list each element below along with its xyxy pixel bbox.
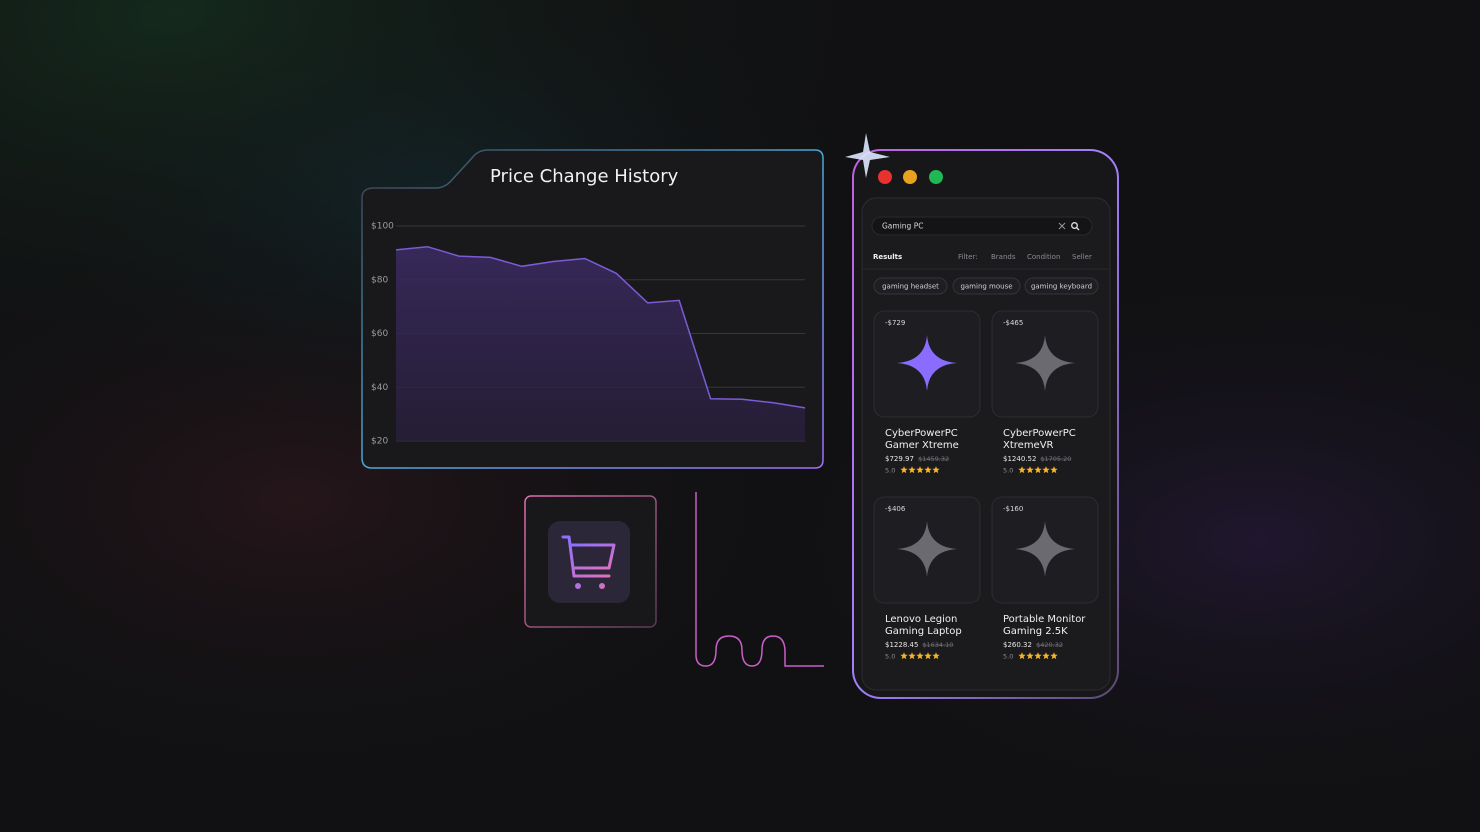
- star-icon: [900, 466, 908, 474]
- star-icon: [1026, 652, 1034, 660]
- tab[interactable]: Filter:: [958, 253, 978, 261]
- product-sparkle: [897, 521, 957, 577]
- chip[interactable]: [952, 277, 1021, 295]
- search-bar[interactable]: [871, 216, 1093, 236]
- star-icon: [1050, 652, 1058, 660]
- chip-label: gaming keyboard: [1031, 283, 1092, 291]
- product-name[interactable]: Gamer Xtreme: [885, 440, 959, 451]
- chip-label: gaming mouse: [960, 283, 1012, 291]
- product-name[interactable]: XtremeVR: [1003, 440, 1054, 451]
- product-sparkle: [897, 335, 957, 391]
- window-minimize[interactable]: [903, 170, 917, 184]
- product-sparkle: [1015, 335, 1075, 391]
- old-price: $1634.10: [922, 641, 953, 649]
- product-name[interactable]: Gaming Laptop: [885, 626, 962, 637]
- discount: -$465: [1003, 319, 1023, 327]
- star-icon: [1042, 466, 1050, 474]
- chip[interactable]: [873, 277, 948, 295]
- star-icon: [916, 652, 924, 660]
- star-icon: [1034, 466, 1042, 474]
- chip-label: gaming headset: [882, 283, 939, 291]
- y-tick-label: $20: [371, 437, 388, 447]
- search-text: Gaming PC: [882, 222, 923, 231]
- discount: -$160: [1003, 505, 1023, 513]
- star-icon: [1042, 652, 1050, 660]
- plot: $20 $40 $60 $80 $100: [371, 222, 806, 447]
- product-name[interactable]: Lenovo Legion: [885, 614, 957, 625]
- window-maximize[interactable]: [929, 170, 943, 184]
- product-name[interactable]: CyberPowerPC: [1003, 428, 1076, 439]
- star-icon: [932, 652, 940, 660]
- star-icon: [908, 466, 916, 474]
- product-name[interactable]: Gaming 2.5K: [1003, 626, 1068, 637]
- search-button[interactable]: [1071, 222, 1080, 231]
- area: [396, 246, 805, 441]
- product-name[interactable]: Portable Monitor: [1003, 614, 1086, 625]
- chip[interactable]: [1024, 277, 1099, 295]
- star-icon: [916, 466, 924, 474]
- star-icon: [1018, 652, 1026, 660]
- price: $1240.52: [1003, 455, 1036, 463]
- price: $260.32: [1003, 641, 1032, 649]
- cart-wheel: [599, 583, 605, 589]
- old-price: $1459.32: [918, 455, 949, 463]
- results: Results Filter: Brands Condition Seller gamin…: [873, 253, 1099, 661]
- star-icon: [908, 652, 916, 660]
- star-icon: [1018, 466, 1026, 474]
- rating: 5.0: [885, 653, 895, 661]
- star-icon: [924, 466, 932, 474]
- y-tick-label: $60: [371, 329, 388, 339]
- rating: 5.0: [1003, 653, 1013, 661]
- star-icon: [900, 652, 908, 660]
- tab[interactable]: Brands: [991, 253, 1016, 261]
- star-icon: [1050, 466, 1058, 474]
- rating: 5.0: [1003, 467, 1013, 475]
- clear-button[interactable]: [1058, 222, 1066, 230]
- line: [395, 245, 806, 409]
- product-sparkle: [1015, 521, 1075, 577]
- discount: -$729: [885, 319, 905, 327]
- cart-icon-bg: [548, 521, 630, 603]
- chart-title: Price Change History: [490, 166, 679, 187]
- tab[interactable]: Condition: [1027, 253, 1060, 261]
- old-price: $420.32: [1036, 641, 1063, 649]
- sparkle: [845, 133, 890, 178]
- price: $1228.45: [885, 641, 918, 649]
- discount: -$406: [885, 505, 906, 513]
- y-tick-label: $100: [371, 222, 394, 232]
- tab[interactable]: Results: [873, 253, 902, 261]
- price: $729.97: [885, 455, 914, 463]
- y-tick-label: $80: [371, 275, 388, 285]
- window-close[interactable]: [878, 170, 892, 184]
- cart-wheel: [575, 583, 581, 589]
- star-icon: [1026, 466, 1034, 474]
- star-icon: [924, 652, 932, 660]
- star-icon: [1034, 652, 1042, 660]
- star-icon: [932, 466, 940, 474]
- tab[interactable]: Seller: [1072, 253, 1092, 261]
- y-tick-label: $40: [371, 383, 388, 393]
- cart-icon: [561, 535, 616, 578]
- old-price: $1705.20: [1040, 455, 1071, 463]
- decor-line: [695, 492, 824, 667]
- product-name[interactable]: CyberPowerPC: [885, 428, 958, 439]
- rating: 5.0: [885, 467, 895, 475]
